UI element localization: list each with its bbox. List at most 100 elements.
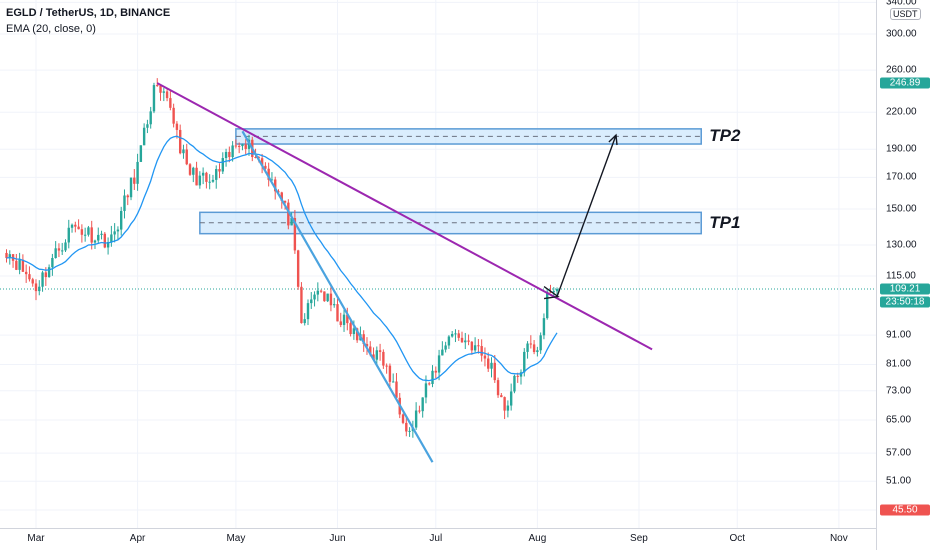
candle-body — [169, 98, 172, 108]
candle-body — [467, 340, 470, 342]
candle-body — [395, 381, 398, 398]
candle-body — [234, 145, 238, 147]
candle-body — [529, 343, 533, 345]
candle-body — [437, 355, 441, 373]
candle-body — [31, 279, 34, 284]
candle-body — [267, 168, 270, 180]
candle-body — [34, 283, 38, 292]
candle-body — [447, 336, 451, 346]
candle-body — [506, 405, 510, 411]
candle-body — [280, 192, 283, 201]
candle-body — [513, 375, 516, 392]
candle-body — [44, 272, 48, 278]
time-tick-label: Oct — [729, 533, 746, 544]
price-tick-label: 170.00 — [886, 171, 917, 183]
candle-body — [192, 167, 195, 175]
candle-body — [201, 172, 205, 176]
steep-trendline — [241, 130, 434, 463]
candle-body — [228, 151, 231, 158]
candle-body — [523, 351, 526, 373]
price-tick-label: 340.00 — [886, 0, 917, 8]
candle-body — [64, 242, 67, 251]
price-tick-label: 190.00 — [886, 143, 917, 155]
ema-indicator-label[interactable]: EMA (20, close, 0) — [6, 23, 96, 35]
candle-body — [362, 334, 365, 345]
candle-body — [136, 161, 139, 184]
candle-body — [418, 410, 421, 412]
tp2-zone — [235, 128, 702, 145]
candle-body — [215, 169, 218, 180]
symbol-title[interactable]: EGLD / TetherUS, 1D, BINANCE — [6, 7, 171, 19]
price-tick-label: 260.00 — [886, 64, 917, 76]
candle-body — [483, 355, 487, 359]
candle-body — [424, 383, 428, 398]
time-axis[interactable] — [0, 528, 876, 551]
candle-body — [198, 175, 202, 186]
candle-body — [342, 314, 346, 325]
candle-body — [473, 345, 477, 351]
candle-body — [67, 227, 70, 243]
candle-body — [224, 151, 228, 159]
candle-body — [536, 350, 539, 353]
candle-body — [509, 391, 513, 406]
candle-body — [57, 248, 61, 251]
candle-body — [83, 234, 87, 236]
candle-body — [391, 381, 395, 383]
candle-body — [516, 375, 519, 377]
candle-body — [149, 111, 152, 125]
candle-body — [152, 85, 156, 112]
candle-body — [339, 321, 342, 325]
candle-body — [470, 341, 474, 351]
price-tick-label: 73.00 — [886, 385, 912, 397]
price-tick-label: 65.00 — [886, 414, 912, 426]
breakout-pointer — [543, 286, 560, 300]
candle-body — [414, 410, 418, 428]
candle-body — [464, 340, 467, 343]
candle-body — [244, 144, 247, 149]
candle-body — [333, 304, 336, 306]
candle-body — [346, 314, 349, 324]
candle-body — [555, 289, 559, 292]
time-tick-label: Nov — [829, 533, 848, 544]
candle-body — [388, 365, 392, 382]
candle-body — [477, 345, 480, 347]
time-tick-label: Mar — [27, 533, 45, 544]
candle-body — [241, 144, 244, 147]
candle-body — [260, 158, 264, 166]
currency-badge[interactable]: USDT — [890, 8, 921, 20]
candle-body — [336, 304, 339, 322]
price-tick-label: 115.00 — [886, 270, 916, 282]
candle-body — [306, 303, 310, 320]
candle-body — [405, 422, 408, 432]
price-axis[interactable] — [876, 0, 932, 550]
candle-body — [123, 195, 126, 211]
candle-body — [490, 362, 493, 369]
candle-body — [496, 380, 500, 396]
candle-body — [428, 383, 431, 385]
candle-body — [178, 129, 182, 154]
candle-body — [113, 231, 116, 235]
candle-body — [549, 291, 552, 293]
candle-body — [159, 85, 162, 93]
candle-body — [552, 291, 555, 293]
tp2-label: TP2 — [709, 126, 741, 146]
candle-body — [287, 202, 290, 226]
candle-body — [352, 328, 356, 335]
candle-body — [519, 372, 523, 377]
candle-body — [24, 271, 28, 275]
candle-body — [375, 350, 379, 360]
grid — [0, 0, 876, 528]
candle-body — [175, 123, 179, 130]
candle-body — [401, 414, 405, 423]
candle-body — [93, 240, 97, 243]
candle-body — [126, 195, 129, 198]
candle-body — [349, 323, 352, 335]
candle-body — [274, 179, 277, 192]
candle-body — [28, 274, 31, 280]
time-tick-label: Aug — [528, 533, 547, 544]
candle-body — [323, 291, 326, 302]
price-tick-label: 91.00 — [886, 329, 912, 341]
candle-body — [303, 319, 306, 324]
